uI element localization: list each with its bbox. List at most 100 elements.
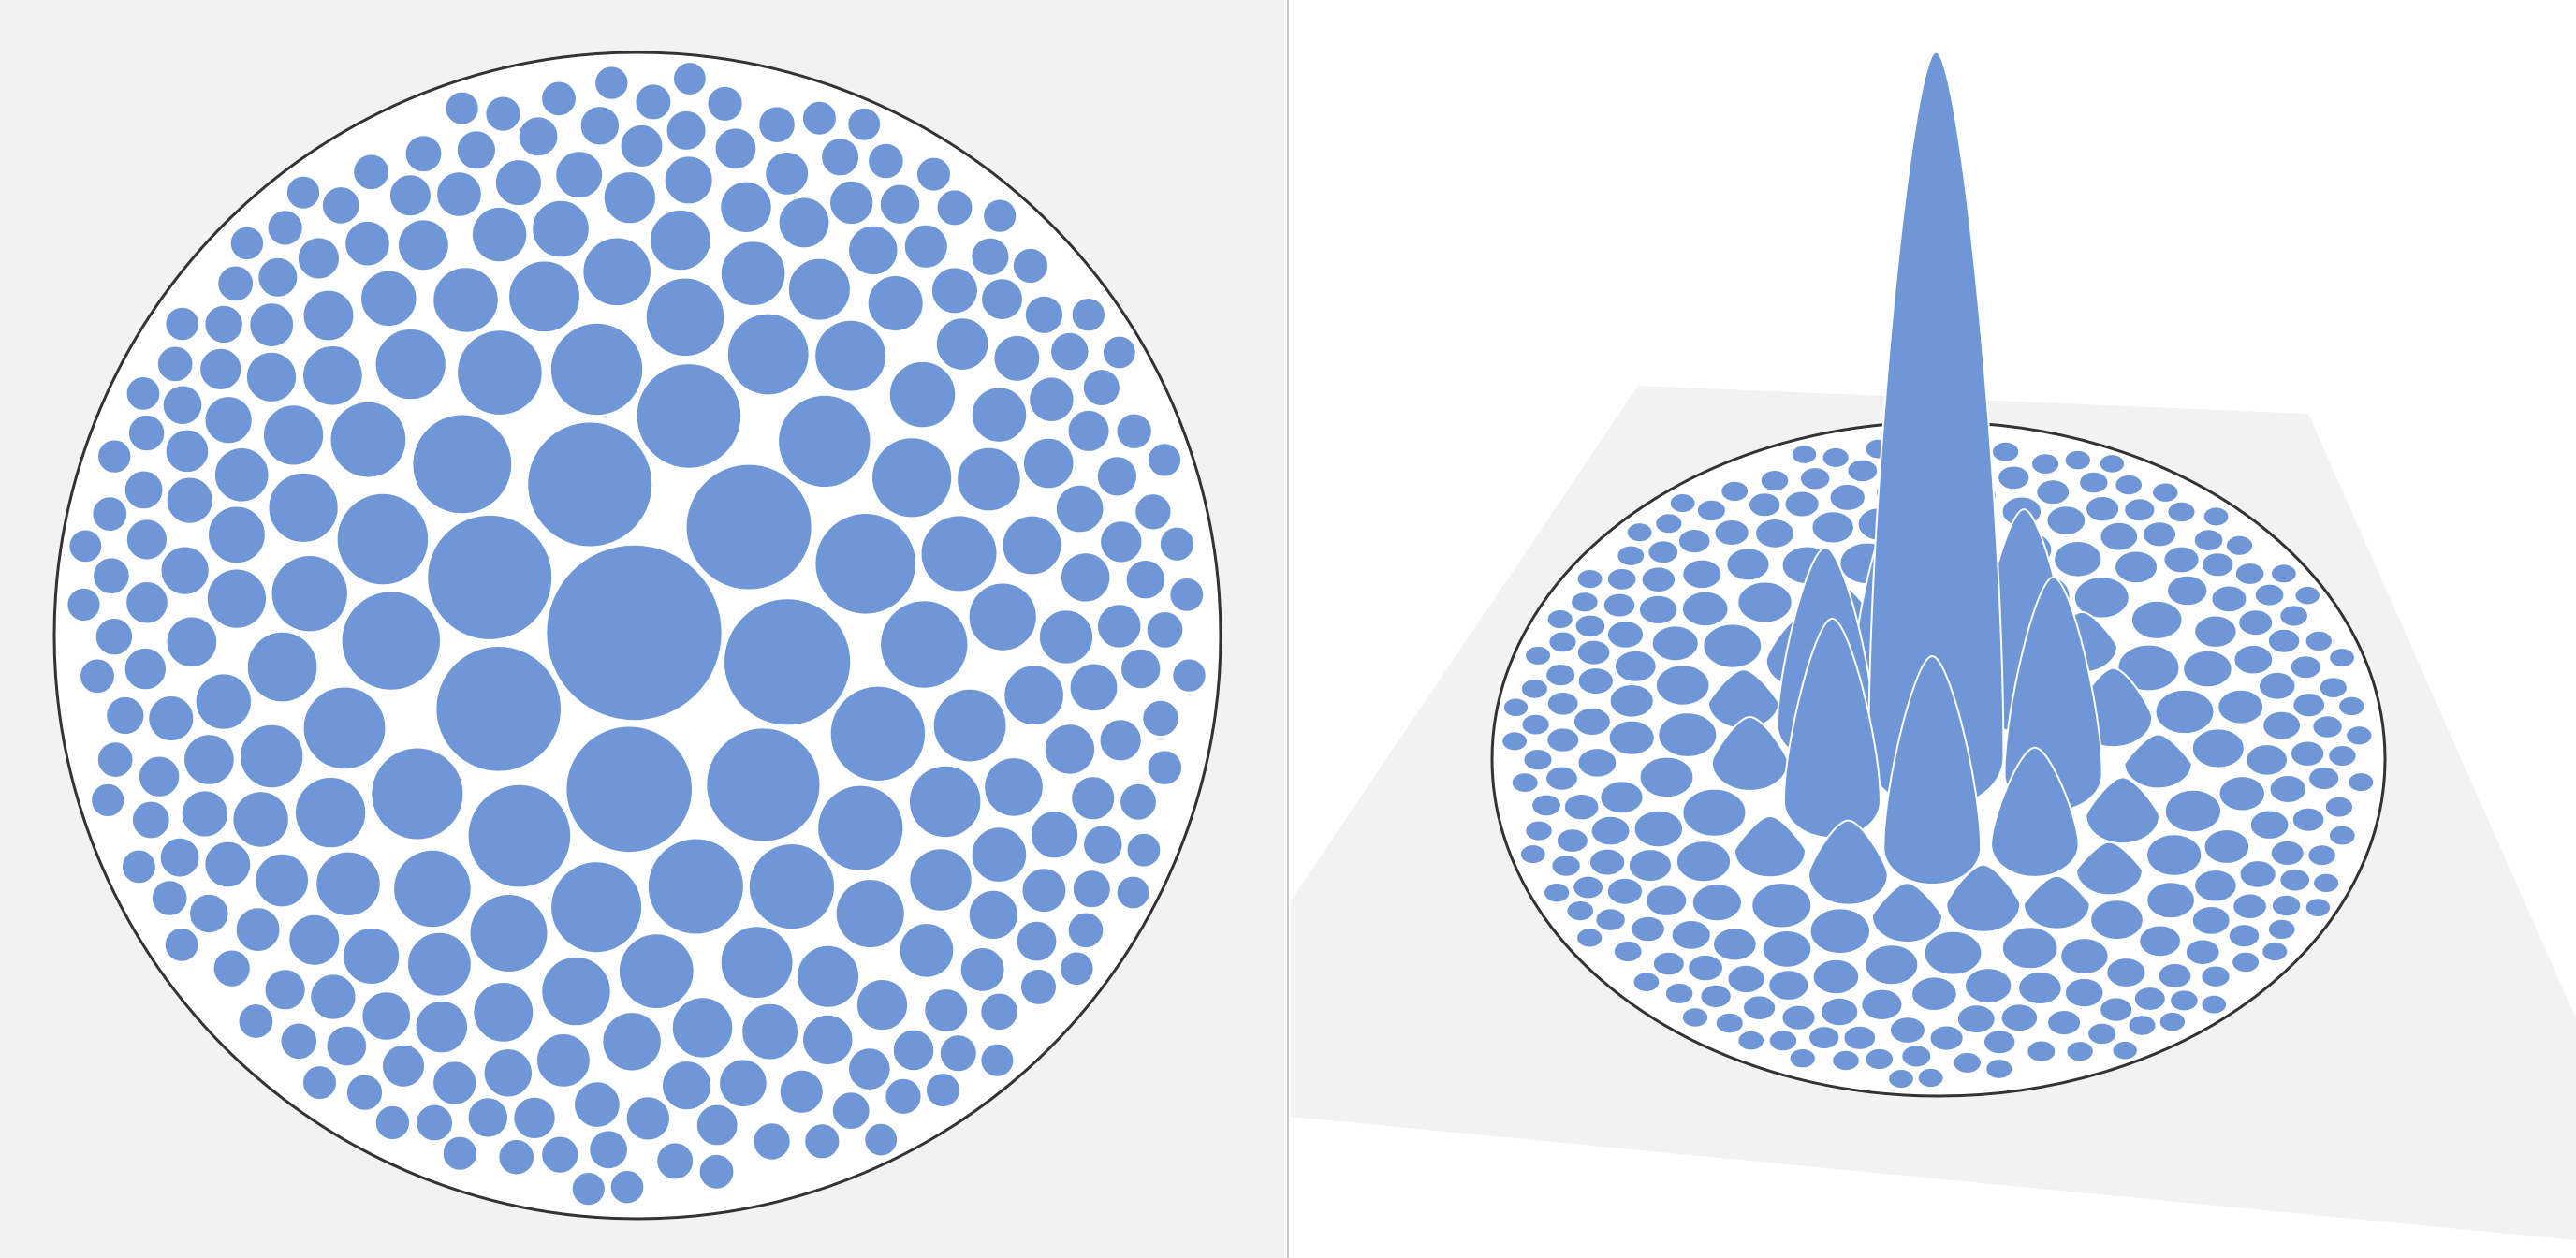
projected-circle xyxy=(1928,1024,1965,1052)
raised-circle xyxy=(2085,776,2160,845)
packed-circle xyxy=(244,350,299,403)
projected-circle xyxy=(1607,719,1656,756)
projected-circle xyxy=(1668,492,1697,514)
packed-circle xyxy=(1060,551,1112,604)
packed-circle xyxy=(370,746,465,841)
projected-circle xyxy=(2311,714,2344,739)
packed-circle xyxy=(719,240,787,308)
packed-circle xyxy=(847,1046,892,1091)
packed-circle xyxy=(1001,514,1063,577)
projected-circle xyxy=(1831,1048,1861,1073)
packed-circle xyxy=(256,256,300,299)
packed-circle xyxy=(1020,867,1068,914)
projected-circle xyxy=(2238,859,2277,889)
projected-circle xyxy=(1545,726,1581,753)
packed-circle xyxy=(570,1171,607,1207)
projected-circle xyxy=(2099,996,2134,1023)
projected-circle xyxy=(2312,871,2341,895)
projected-circle xyxy=(2210,584,2248,614)
projected-circle xyxy=(1575,568,1604,591)
packed-circle xyxy=(777,196,831,250)
packed-circle xyxy=(970,236,1011,277)
projected-circle xyxy=(1519,678,1549,700)
projected-circle xyxy=(2232,643,2275,676)
packed-circle xyxy=(1066,911,1105,950)
projected-circle xyxy=(1887,1068,1915,1090)
packed-circle xyxy=(697,1152,736,1191)
projected-circle xyxy=(2200,964,2232,988)
packed-circle xyxy=(435,170,483,218)
projected-circle xyxy=(1864,1046,1895,1072)
packed-circle xyxy=(66,586,102,623)
projected-circle xyxy=(1750,882,1813,929)
packed-circle xyxy=(285,174,322,211)
projected-circle xyxy=(2116,643,2181,693)
projected-circle xyxy=(1997,464,2031,491)
packed-circle xyxy=(828,684,928,783)
projected-circle xyxy=(2248,809,2291,841)
packed-circle xyxy=(634,82,673,122)
packed-circle xyxy=(482,1047,534,1099)
projected-circle xyxy=(2261,941,2290,963)
projected-circle xyxy=(2266,627,2302,654)
projected-circle xyxy=(1501,696,1530,719)
projected-circle xyxy=(2114,549,2159,585)
packed-circle xyxy=(540,1134,580,1175)
packed-circle xyxy=(237,1002,275,1040)
packed-circle xyxy=(158,836,201,879)
projected-circle xyxy=(1632,809,1685,849)
projected-circle xyxy=(2072,576,2130,620)
projected-circle xyxy=(2304,629,2334,653)
projected-circle xyxy=(1573,613,1607,639)
projected-circle xyxy=(2190,727,2246,769)
projected-circle xyxy=(1545,691,1580,717)
projected-circle xyxy=(2182,649,2233,689)
packed-circle xyxy=(512,1095,557,1141)
projected-circle xyxy=(1811,958,1861,996)
projected-circle xyxy=(1518,843,1547,866)
packed-circle xyxy=(1070,775,1117,822)
packed-circle xyxy=(67,528,104,564)
packed-circle xyxy=(493,158,543,208)
packed-circle xyxy=(507,259,581,334)
packed-circle xyxy=(549,860,644,955)
packed-circle xyxy=(644,276,726,358)
raised-circle xyxy=(1870,882,1943,944)
packed-circle xyxy=(924,1072,961,1109)
projected-circle xyxy=(2158,1010,2188,1033)
packed-circle xyxy=(315,850,382,917)
projected-circle xyxy=(2045,505,2087,536)
projected-circle xyxy=(2253,582,2286,607)
packed-circle xyxy=(867,141,905,181)
packed-circle xyxy=(137,754,182,798)
packed-circle xyxy=(188,892,230,935)
projected-circle xyxy=(1742,994,1778,1021)
packed-circle xyxy=(91,495,129,533)
projected-circle xyxy=(1524,819,1554,842)
packed-circle xyxy=(373,1104,412,1142)
packed-circle xyxy=(970,826,1029,884)
packed-circle xyxy=(205,567,268,630)
packed-circle xyxy=(1011,246,1050,285)
projected-circle xyxy=(2145,833,2203,877)
packed-circle xyxy=(1145,610,1185,650)
projected-circle xyxy=(1572,874,1605,900)
packed-circle xyxy=(908,764,983,840)
packed-circle xyxy=(165,615,219,669)
projected-circle xyxy=(1808,907,1872,956)
projected-circle xyxy=(2347,771,2376,794)
packed-circle xyxy=(801,1013,855,1067)
projected-circle xyxy=(1767,969,1810,1002)
packed-circle xyxy=(863,1121,900,1158)
packed-circle xyxy=(203,303,244,345)
packed-circle xyxy=(432,266,500,334)
projected-circle xyxy=(2035,478,2071,506)
packed-circle xyxy=(411,413,514,516)
raised-circle xyxy=(1782,617,1881,840)
projected-circle xyxy=(2157,961,2193,989)
packed-circle xyxy=(163,927,200,963)
projected-circle xyxy=(2266,917,2297,942)
projected-circle xyxy=(2327,824,2357,847)
projected-circle xyxy=(1808,1025,1841,1051)
projected-circle xyxy=(2111,1039,2139,1061)
